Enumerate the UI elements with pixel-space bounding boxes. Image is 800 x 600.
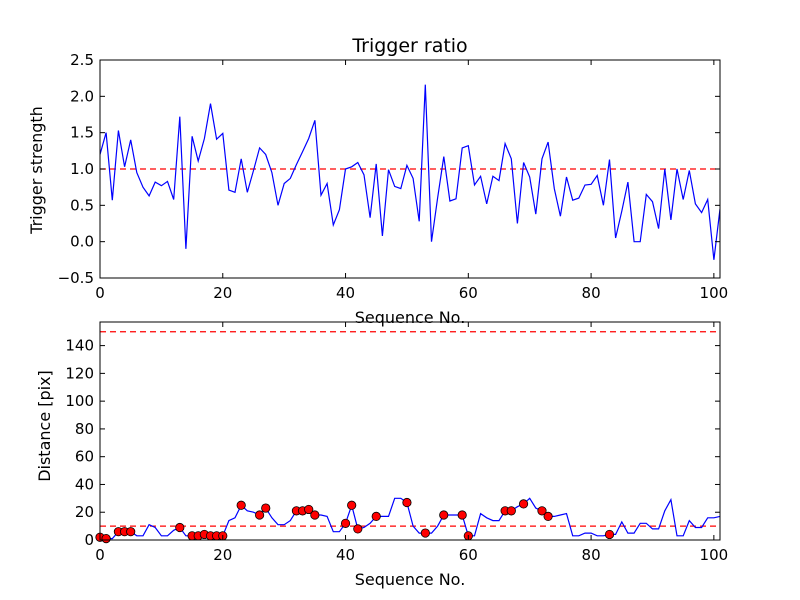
y-tick-label: 2.5 bbox=[70, 51, 94, 69]
y-tick-label: 20 bbox=[75, 503, 94, 521]
data-point bbox=[518, 499, 529, 509]
x-tick-label: 20 bbox=[213, 284, 232, 302]
y-tick-label: 0.0 bbox=[70, 233, 94, 251]
data-point bbox=[310, 510, 320, 520]
y-axis-label: Trigger strength bbox=[27, 106, 46, 235]
y-tick-label: 1.5 bbox=[70, 124, 94, 142]
data-point bbox=[457, 510, 467, 520]
data-point bbox=[371, 511, 381, 521]
x-tick-label: 60 bbox=[459, 546, 478, 564]
x-tick-label: 80 bbox=[582, 546, 601, 564]
y-tick-label: 140 bbox=[65, 337, 94, 355]
data-point bbox=[255, 510, 265, 520]
data-point bbox=[340, 518, 351, 528]
y-tick-label: 0.5 bbox=[70, 196, 94, 214]
data-point bbox=[353, 524, 363, 534]
x-tick-label: 40 bbox=[336, 546, 355, 564]
y-tick-label: 2.0 bbox=[70, 87, 94, 105]
trigger-ratio-chart: Trigger ratio Sequence No. Trigger stren… bbox=[27, 35, 728, 327]
x-tick-label: 40 bbox=[336, 284, 355, 302]
data-point bbox=[126, 527, 136, 537]
data-point bbox=[439, 510, 449, 520]
x-tick-label: 100 bbox=[700, 546, 729, 564]
data-point bbox=[347, 500, 357, 510]
data-point bbox=[261, 503, 271, 513]
series-line bbox=[100, 84, 720, 260]
y-tick-label: 100 bbox=[65, 392, 94, 410]
y-tick-label: 120 bbox=[65, 364, 94, 382]
data-point bbox=[236, 500, 246, 510]
data-point bbox=[101, 534, 111, 544]
data-point bbox=[506, 506, 516, 516]
data-point bbox=[175, 522, 185, 533]
x-axis-label: Sequence No. bbox=[355, 570, 466, 589]
distance-chart: Sequence No. Distance [pix] 0 20 40 60 80 100… bbox=[35, 321, 729, 589]
y-tick-label: −0.5 bbox=[58, 269, 94, 287]
data-point bbox=[604, 529, 615, 540]
x-tick-label: 0 bbox=[95, 284, 105, 302]
x-tick-label: 20 bbox=[213, 546, 232, 564]
data-point bbox=[420, 528, 430, 538]
y-axis-label: Distance [pix] bbox=[35, 370, 54, 482]
x-tick-label: 60 bbox=[459, 284, 478, 302]
y-tick-label: 80 bbox=[75, 420, 94, 438]
data-point bbox=[304, 504, 314, 515]
y-tick-label: 60 bbox=[75, 448, 94, 466]
y-tick-label: 1.0 bbox=[70, 160, 94, 178]
y-tick-label: 40 bbox=[75, 475, 94, 493]
x-axis-label: Sequence No. bbox=[355, 308, 466, 327]
x-tick-label: 100 bbox=[700, 284, 729, 302]
data-point bbox=[402, 497, 412, 508]
y-tick-label: 0 bbox=[84, 531, 94, 549]
x-tick-label: 80 bbox=[582, 284, 601, 302]
chart-title: Trigger ratio bbox=[351, 35, 467, 57]
plot-frame bbox=[99, 321, 721, 541]
x-tick-label: 0 bbox=[95, 546, 105, 564]
data-point bbox=[537, 506, 547, 516]
data-point bbox=[543, 511, 553, 521]
